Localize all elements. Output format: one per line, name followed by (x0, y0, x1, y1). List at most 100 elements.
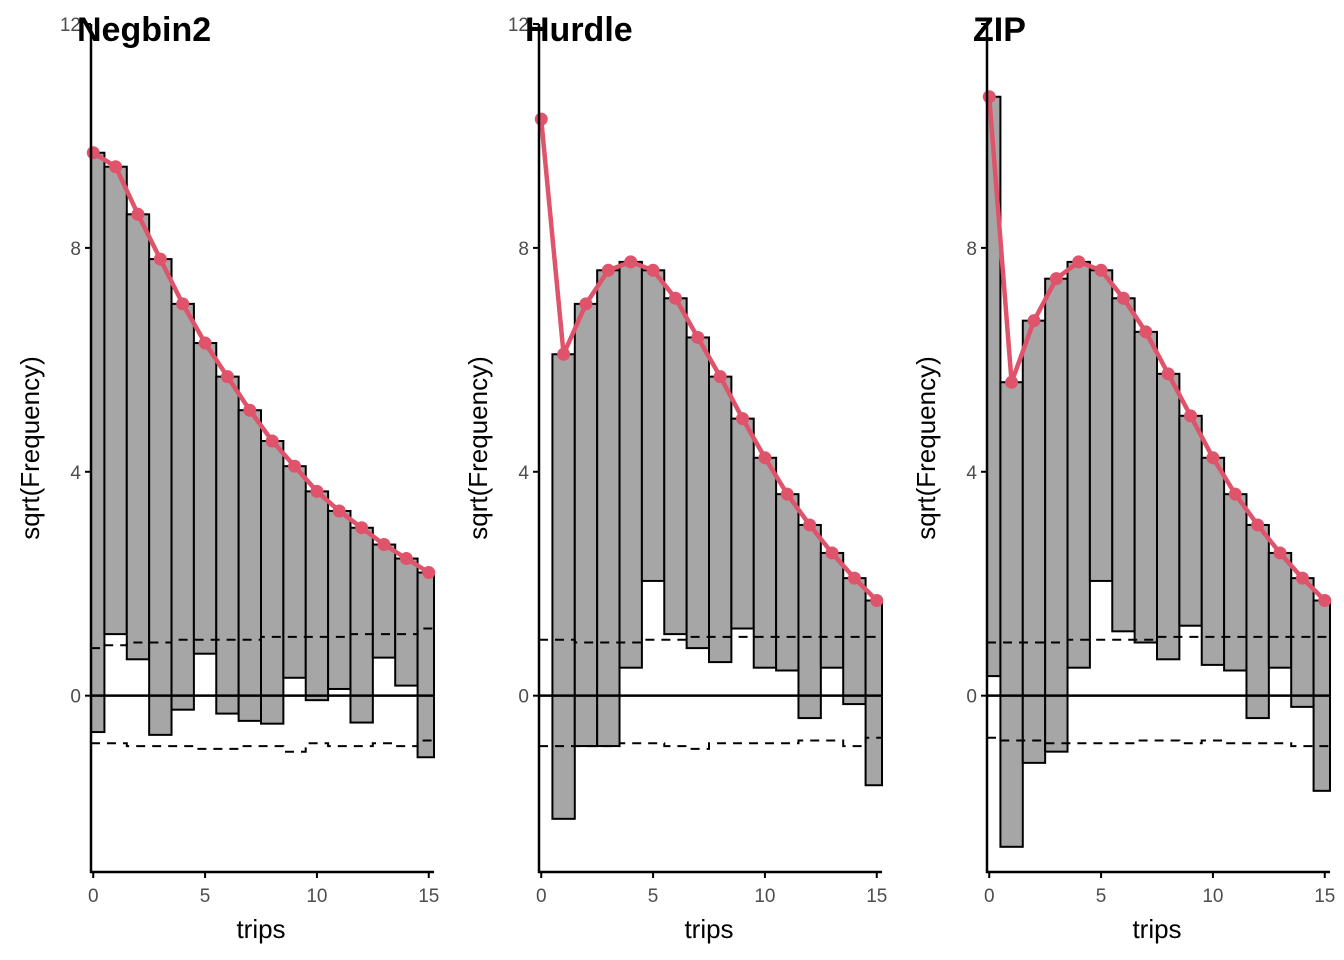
y-tick-label: 4 (966, 463, 977, 484)
y-tick-label: 12 (60, 15, 81, 36)
hanging-bar (394, 557, 419, 687)
hanging-bar (708, 375, 733, 664)
expected-frequency-point (86, 146, 100, 160)
panel-negbin2: 0 4 8 12 0 5 10 15 trips sqrt(Frequency) Negbin2 (15, 11, 439, 944)
expected-frequency-point (131, 207, 145, 221)
hanging-bar (986, 95, 1002, 678)
y-tick-label: 12 (508, 15, 529, 36)
hanging-bar (842, 577, 867, 706)
x-tick-label: 10 (306, 886, 327, 907)
y-tick-label: 0 (966, 687, 977, 708)
expected-frequency-point (1161, 367, 1175, 381)
expected-frequency-point (870, 594, 884, 608)
expected-frequency-point (220, 370, 234, 384)
hanging-bar (90, 151, 106, 734)
expected-frequency-point (982, 90, 996, 104)
hanging-bar (1111, 297, 1136, 633)
hanging-bar (148, 258, 173, 736)
expected-frequency-point (265, 434, 279, 448)
hanging-bar (237, 409, 262, 722)
expected-frequency-point (1184, 409, 1198, 423)
expected-frequency-point (1116, 291, 1130, 305)
x-tick-label: 0 (984, 886, 995, 907)
x-tick-label: 5 (648, 886, 659, 907)
y-tick-label: 0 (518, 687, 529, 708)
hanging-bar (596, 269, 621, 748)
expected-frequency-point (310, 484, 324, 498)
expected-frequency-point (1228, 487, 1242, 501)
panel-title: ZIP (973, 11, 1026, 49)
hanging-bar (1044, 277, 1069, 753)
hanging-bar (864, 599, 883, 787)
x-axis-title: trips (684, 914, 733, 944)
hanging-bar (103, 165, 128, 636)
hanging-bar (1156, 372, 1181, 661)
x-tick-label: 10 (754, 886, 775, 907)
hanging-bar (1178, 414, 1203, 627)
expected-frequency-point (332, 504, 346, 518)
x-tick-label: 5 (1096, 886, 1107, 907)
expected-frequency-point (176, 297, 190, 311)
expected-frequency-point (243, 403, 257, 417)
expected-frequency-point (825, 546, 839, 560)
hanging-bar (1200, 456, 1226, 666)
x-tick-label: 10 (1202, 886, 1223, 907)
y-tick-label: 0 (70, 687, 81, 708)
y-tick-label: 4 (518, 463, 529, 484)
x-tick-label: 5 (200, 886, 211, 907)
hanging-bar (1267, 551, 1293, 669)
y-axis-title: sqrt(Frequency) (911, 356, 941, 540)
hanging-bar (327, 509, 352, 690)
y-tick-label: 8 (70, 239, 81, 260)
expected-frequency-point (624, 255, 638, 269)
expected-frequency-point (399, 552, 413, 566)
expected-frequency-point (422, 566, 436, 580)
expected-frequency-point (1005, 375, 1019, 389)
hanging-bar (125, 213, 151, 661)
y-tick-label: 8 (518, 239, 529, 260)
expected-frequency-point (601, 263, 615, 277)
y-tick-label: 8 (966, 239, 977, 260)
hanging-bar (685, 336, 711, 650)
hanging-bar (349, 526, 374, 724)
expected-frequency-point (153, 252, 167, 266)
x-tick-label: 15 (1314, 886, 1335, 907)
panel-title: Hurdle (525, 11, 633, 49)
hanging-bar (371, 543, 397, 659)
hanging-bar (797, 523, 822, 720)
hanging-bar (260, 440, 285, 725)
x-tick-label: 0 (88, 886, 99, 907)
hanging-bar (730, 417, 755, 630)
expected-frequency-point (780, 487, 794, 501)
expected-frequency-point (1251, 518, 1265, 532)
expected-frequency-point (1072, 255, 1086, 269)
hanging-bar (215, 375, 240, 715)
expected-frequency-point (1318, 594, 1332, 608)
expected-frequency-point (1049, 272, 1063, 286)
x-tick-label: 15 (866, 886, 887, 907)
hanging-bar (1245, 523, 1270, 720)
hanging-bar (304, 490, 330, 702)
expected-frequency-point (534, 112, 548, 126)
x-tick-label: 0 (536, 886, 547, 907)
expected-frequency-point (109, 160, 123, 174)
expected-frequency-point (1094, 263, 1108, 277)
hanging-bar (192, 342, 218, 655)
expected-frequency-point (1206, 451, 1220, 465)
expected-frequency-point (803, 518, 817, 532)
reference-line-lower (91, 739, 434, 753)
hanging-bar (282, 465, 307, 679)
hanging-bar (999, 381, 1024, 848)
hanging-bar (775, 493, 800, 672)
y-axis-title: sqrt(Frequency) (463, 356, 493, 540)
hanging-bar (551, 353, 576, 820)
expected-frequency-point (288, 459, 302, 473)
panel-hurdle: 0 4 8 12 0 5 10 15 trips sqrt(Frequency) Hurdle (463, 11, 887, 944)
expected-frequency-point (557, 347, 571, 361)
y-axis-title: sqrt(Frequency) (15, 356, 45, 540)
expected-frequency-point (198, 336, 212, 350)
expected-frequency-line (538, 118, 879, 603)
expected-frequency-point (668, 291, 682, 305)
y-tick-label: 4 (70, 463, 81, 484)
